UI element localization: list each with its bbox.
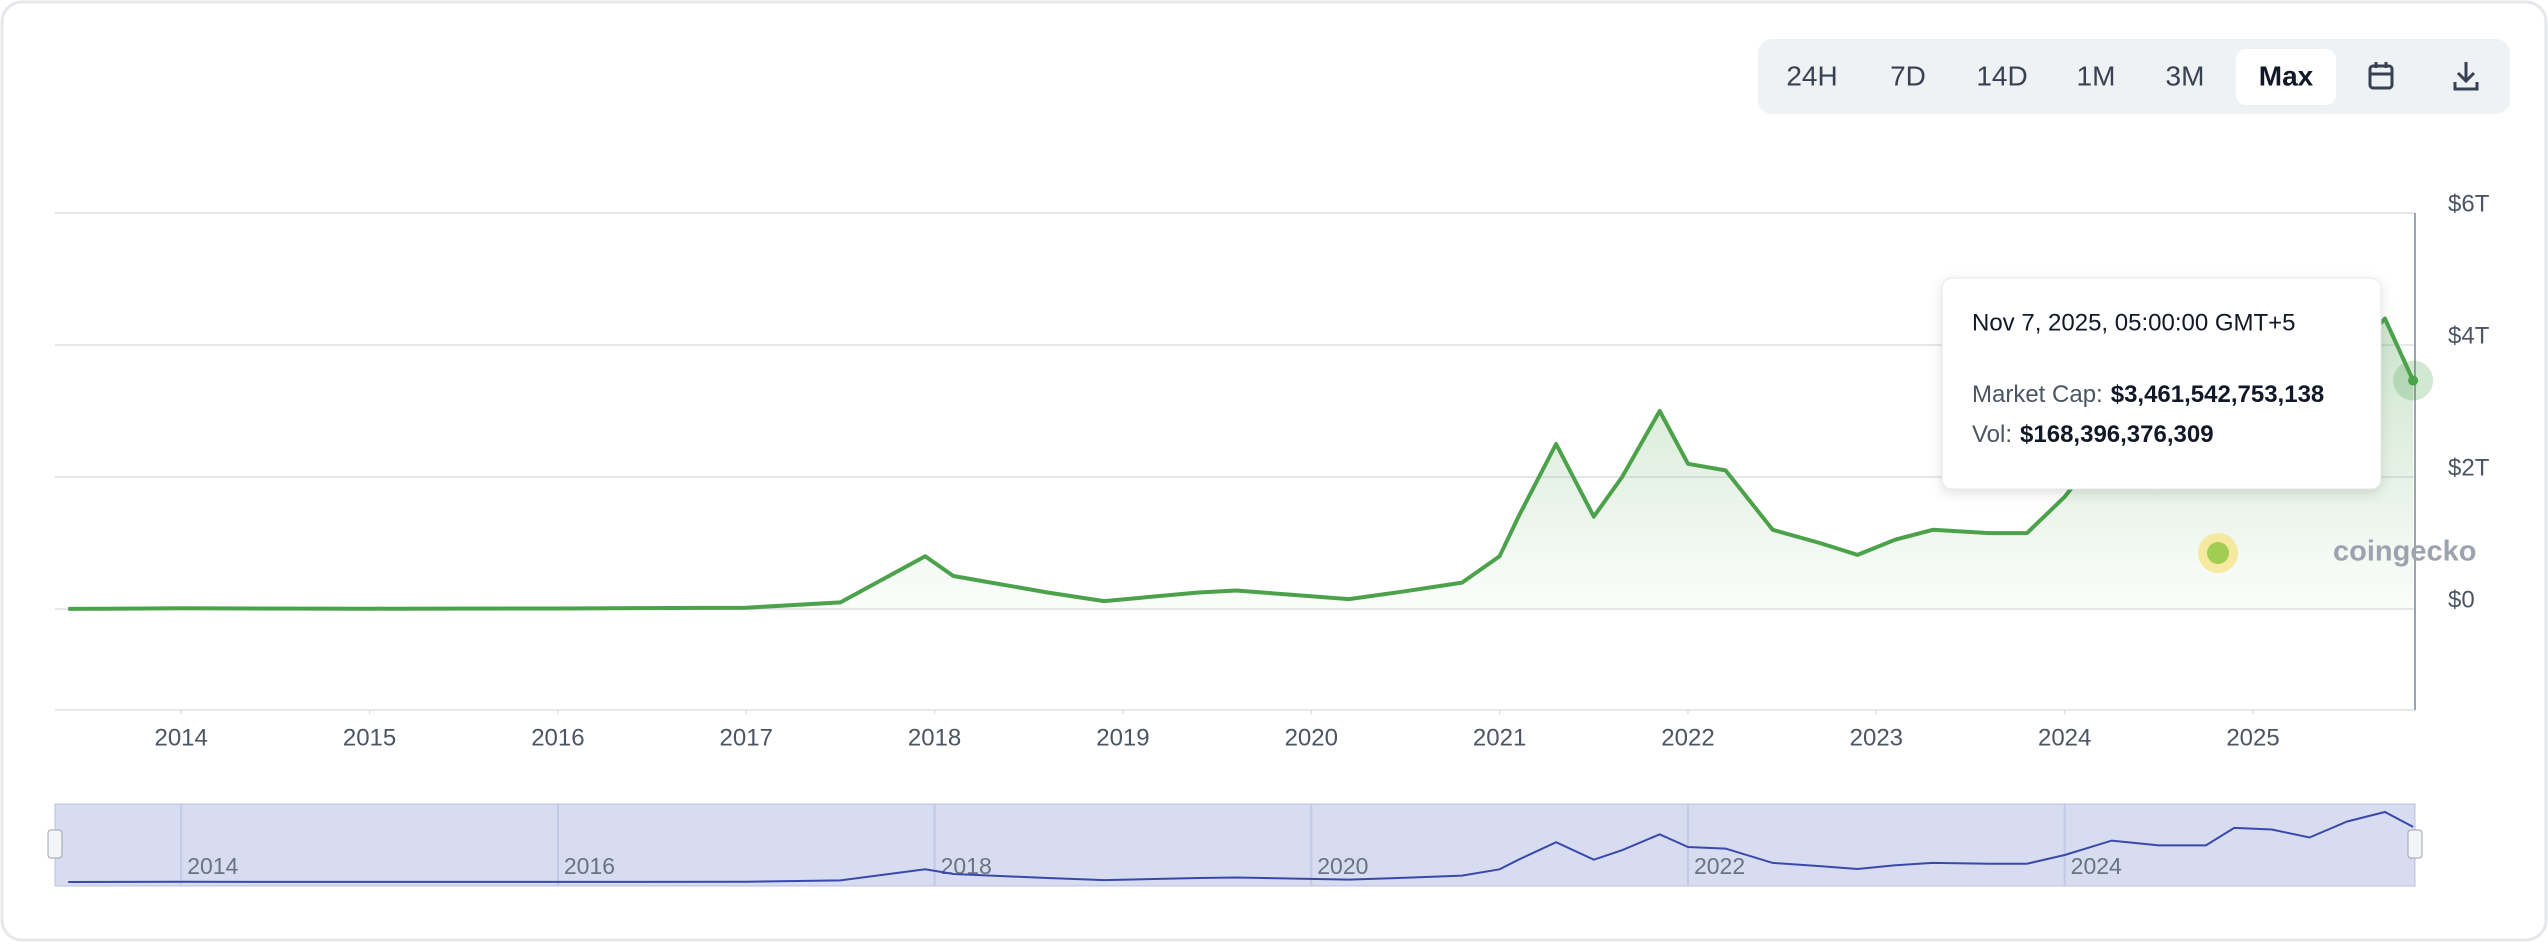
navigator-tick-label: 2024 [2071, 853, 2122, 879]
range-button[interactable]: 7D [1890, 60, 1926, 91]
x-tick-label: 2020 [1285, 724, 1338, 751]
tooltip-item: Market Cap: $3,461,542,753,138 [1972, 381, 2324, 408]
range-button[interactable]: 24H [1786, 60, 1837, 91]
x-tick-label: 2018 [908, 724, 961, 751]
range-panel [1758, 39, 2510, 114]
tooltip-value: $3,461,542,753,138 [2111, 381, 2325, 408]
tooltip-item: Vol: $168,396,376,309 [1972, 421, 2214, 448]
y-tick-label: $2T [2448, 454, 2490, 481]
range-button-bg[interactable] [2236, 49, 2336, 105]
tooltip-box [1941, 277, 2382, 490]
tooltip-label: Market Cap: [1972, 381, 2103, 408]
watermark-logo-inner [2207, 542, 2229, 564]
tooltip-value: $168,396,376,309 [2020, 421, 2214, 448]
y-tick-label: $4T [2448, 322, 2490, 349]
y-tick-label: $0 [2448, 586, 2475, 613]
x-tick-label: 2015 [343, 724, 396, 751]
x-tick-label: 2025 [2226, 724, 2279, 751]
navigator-handle[interactable] [47, 829, 63, 859]
navigator-tick-label: 2020 [1317, 853, 1368, 879]
watermark: coingecko [2333, 536, 2476, 568]
calendar-icon[interactable] [2368, 62, 2394, 90]
x-tick-label: 2017 [720, 724, 773, 751]
navigator-tick-label: 2014 [187, 853, 238, 879]
x-tick-label: 2019 [1096, 724, 1149, 751]
range-button[interactable]: 14D [1976, 60, 2027, 91]
navigator-tick-label: 2022 [1694, 853, 1745, 879]
hover-point [2408, 375, 2419, 386]
navigator-bg [54, 803, 2416, 887]
navigator-handle[interactable] [2407, 829, 2423, 859]
range-button[interactable]: Max [2259, 60, 2314, 91]
y-tick-label: $6T [2448, 190, 2490, 217]
download-icon[interactable] [2453, 62, 2479, 91]
x-tick-label: 2022 [1661, 724, 1714, 751]
x-tick-label: 2024 [2038, 724, 2091, 751]
range-button[interactable]: 1M [2077, 60, 2116, 91]
x-tick-label: 2014 [154, 724, 207, 751]
x-tick-label: 2023 [1850, 724, 1903, 751]
tooltip-title: Nov 7, 2025, 05:00:00 GMT+5 [1972, 309, 2296, 336]
x-tick-label: 2021 [1473, 724, 1526, 751]
x-tick-label: 2016 [531, 724, 584, 751]
navigator-tick-label: 2016 [564, 853, 615, 879]
tooltip-label: Vol: [1972, 421, 2012, 448]
area [68, 318, 2414, 609]
range-button[interactable]: 3M [2166, 60, 2205, 91]
navigator-line [68, 810, 2414, 883]
